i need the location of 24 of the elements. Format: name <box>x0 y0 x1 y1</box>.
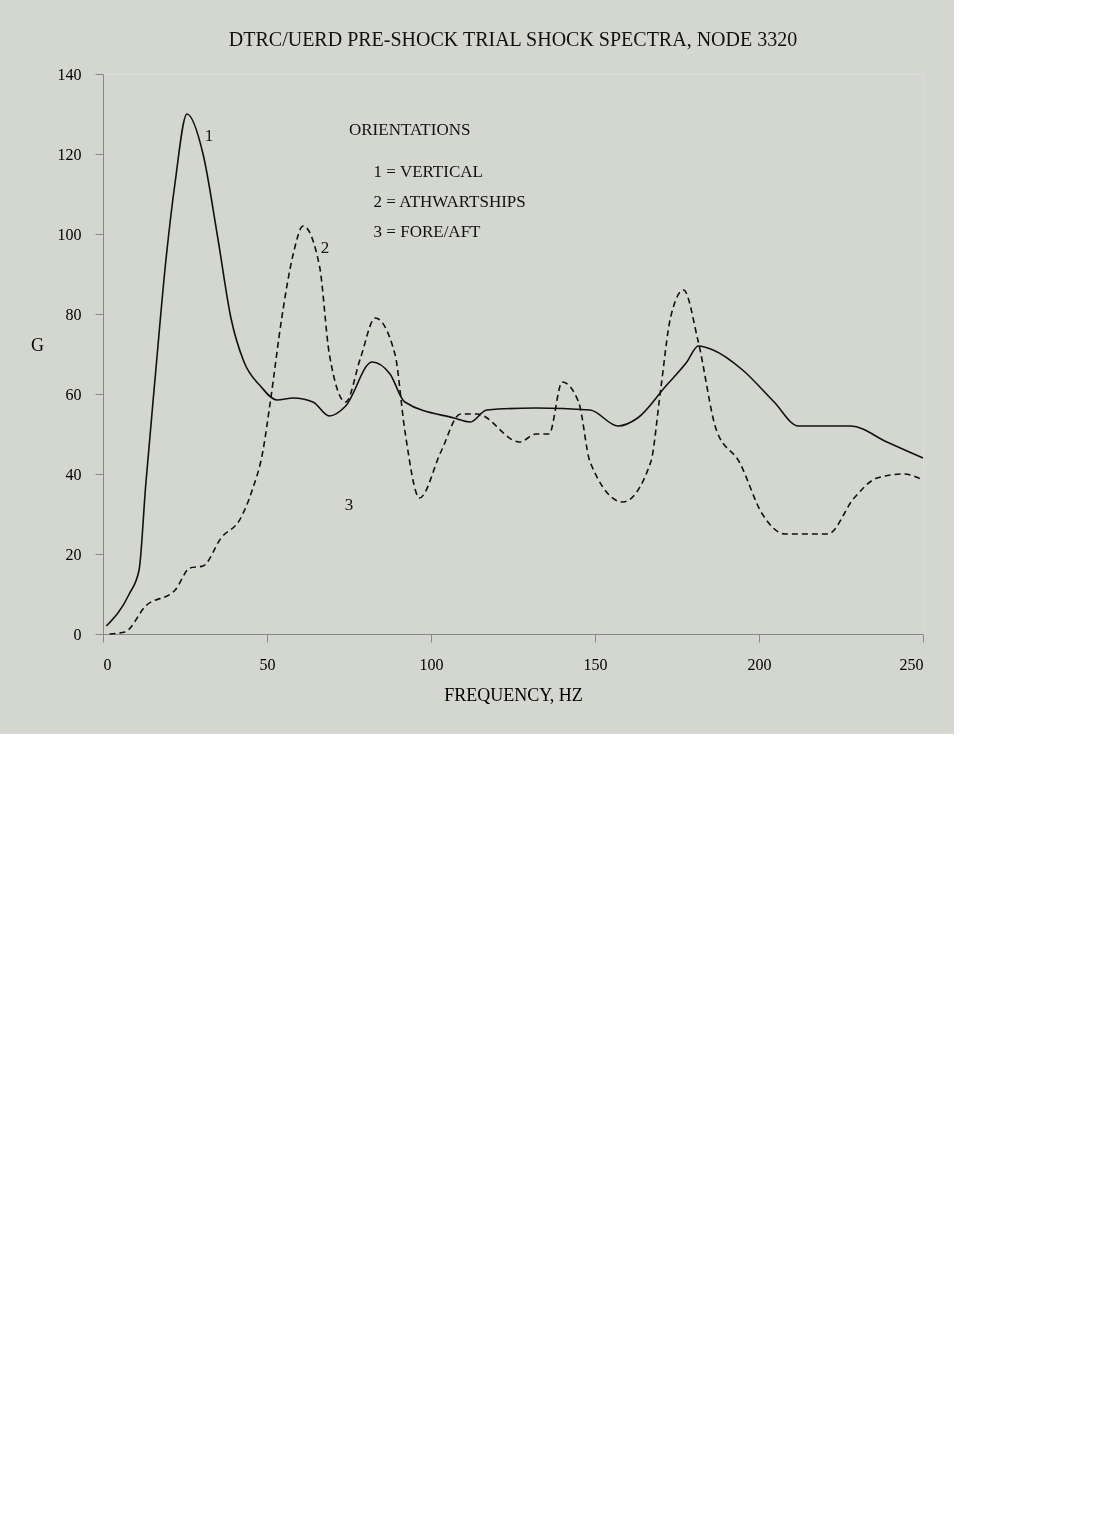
y-tick-label: 60 <box>65 385 82 403</box>
y-tick-label: 100 <box>57 225 82 243</box>
y-tick-label: 20 <box>65 545 82 563</box>
y-tick-label: 40 <box>65 465 82 483</box>
chart-title: DTRC/UERD PRE-SHOCK TRIAL SHOCK SPECTRA, NODE 3320 <box>228 28 798 50</box>
series-label: 2 <box>320 238 330 257</box>
y-tick-label: 140 <box>57 65 82 83</box>
x-tick-label: 100 <box>419 655 444 673</box>
annotation: 3 <box>344 495 354 515</box>
x-tick-label: 0 <box>103 655 112 673</box>
x-tick-label: 50 <box>259 655 276 673</box>
y-tick-label: 0 <box>73 625 82 643</box>
x-axis-title: FREQUENCY, HZ <box>444 684 583 705</box>
annotation: ORIENTATIONS <box>349 120 471 139</box>
y-tick-label: 80 <box>65 305 82 323</box>
series-label: 1 <box>204 126 214 145</box>
y-axis-title: G <box>31 334 44 355</box>
annotation: 1 = VERTICAL <box>373 162 483 181</box>
x-tick-label: 250 <box>899 655 924 673</box>
x-tick-label: 200 <box>747 655 772 673</box>
y-tick-label: 120 <box>57 145 82 163</box>
annotation: 3 = FORE/AFT <box>373 222 482 241</box>
annotation: 2 = ATHWARTSHIPS <box>373 192 526 211</box>
x-tick-label: 150 <box>583 655 608 673</box>
